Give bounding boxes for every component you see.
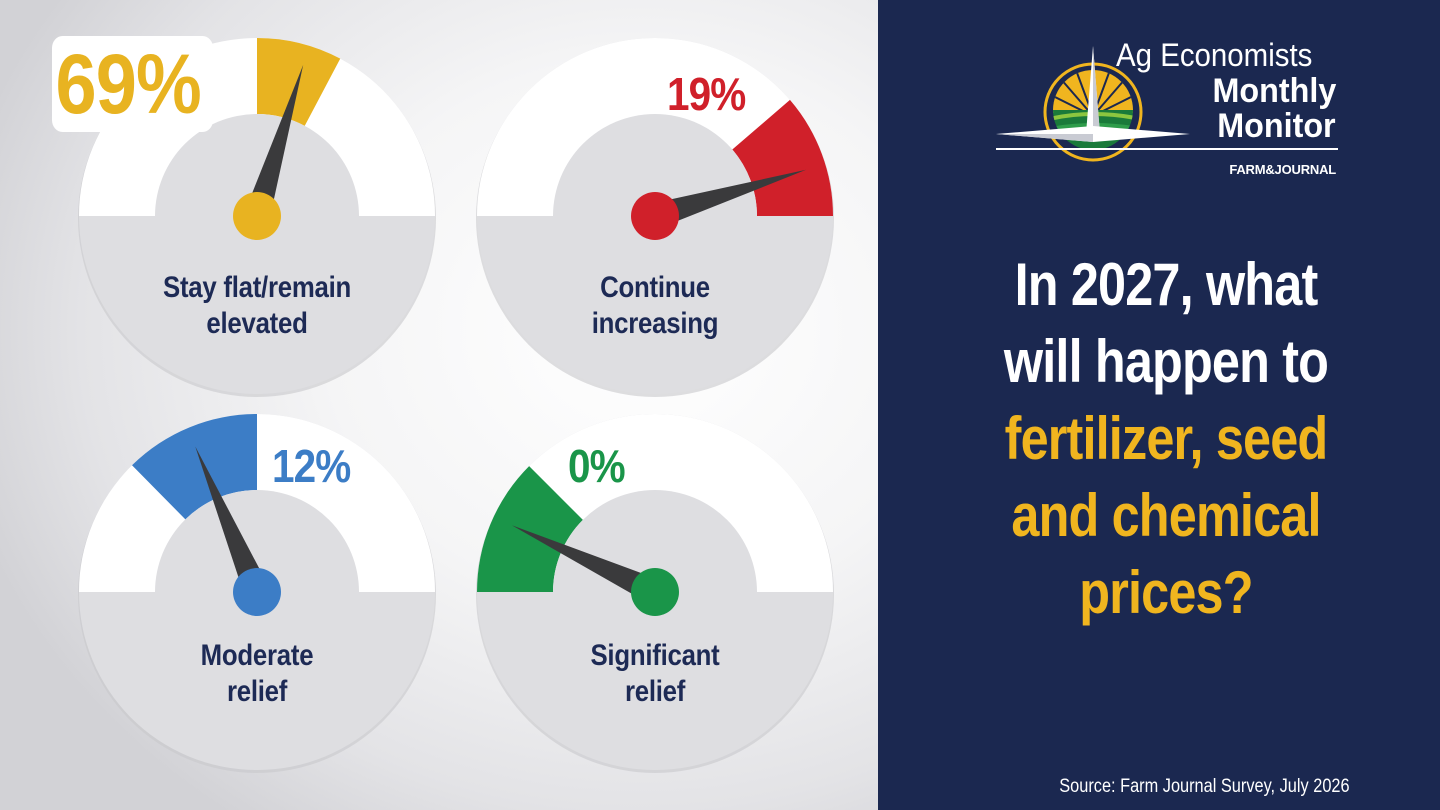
- question-heading: In 2027, what will happen to fertilizer,…: [969, 246, 1362, 631]
- gauge-hub-moderate-relief: [233, 568, 281, 616]
- gauge-value-arc-significant-relief: [477, 466, 583, 592]
- gauge-hub-stay-flat: [233, 192, 281, 240]
- publisher-logo: FARM&JOURNAL: [1229, 162, 1336, 177]
- gauge-label-line2: relief: [624, 675, 686, 708]
- gauge-hub-continue-increasing: [631, 192, 679, 240]
- gauge-label-significant-relief: Significant relief: [526, 638, 784, 710]
- gauge-value-label-moderate-relief: 12%: [272, 440, 351, 492]
- gauge-hub-significant-relief: [631, 568, 679, 616]
- logo-title-line3: Monitor: [1217, 107, 1336, 145]
- gauge-value-label-significant-relief: 0%: [568, 440, 626, 492]
- gauge-label-line1: Moderate: [200, 639, 314, 672]
- logo-divider: [996, 148, 1338, 150]
- logo-title-line2: Monthly: [1212, 72, 1336, 110]
- gauge-label-line2: elevated: [206, 307, 308, 340]
- gauges-svg: [78, 38, 834, 773]
- source-note: Source: Farm Journal Survey, July 2026: [1059, 776, 1350, 797]
- gauge-label-moderate-relief: Moderate relief: [128, 638, 386, 710]
- question-line-highlight: and chemical: [1011, 482, 1321, 549]
- gauge-inner-continue-increasing: [553, 114, 757, 216]
- gauges-panel: Stay flat/remain elevated Continue incre…: [0, 0, 878, 810]
- gauge-inner-moderate-relief: [155, 490, 359, 592]
- logo-title-line1: Ag Economists: [1116, 37, 1313, 73]
- question-line: In 2027, what: [1014, 251, 1319, 318]
- gauge-label-line1: Stay flat/remain: [162, 271, 352, 304]
- gauge-inner-stay-flat: [155, 114, 359, 216]
- gauge-needle-continue-increasing: [651, 169, 807, 229]
- question-line: will happen to: [1003, 328, 1329, 395]
- gauge-needle-stay-flat: [244, 64, 304, 220]
- gauge-label-line1: Continue: [600, 271, 710, 304]
- gauge-value-label-stay-flat: 69%: [52, 36, 214, 132]
- gauge-label-line1: Significant: [590, 639, 720, 672]
- gauge-label-continue-increasing: Continue increasing: [526, 270, 784, 342]
- question-line-highlight: fertilizer, seed: [1004, 405, 1329, 472]
- gauge-needle-moderate-relief: [195, 446, 269, 598]
- sunrise-logo-icon: [996, 46, 1190, 162]
- gauge-label-line2: relief: [226, 675, 288, 708]
- gauge-needle-significant-relief: [511, 525, 661, 604]
- gauge-label-stay-flat: Stay flat/remain elevated: [128, 270, 386, 342]
- question-line-highlight: prices?: [1079, 559, 1253, 626]
- gauge-value-arc-moderate-relief: [132, 414, 257, 520]
- gauge-value-label-continue-increasing: 19%: [667, 68, 746, 120]
- gauge-label-line2: increasing: [591, 307, 719, 340]
